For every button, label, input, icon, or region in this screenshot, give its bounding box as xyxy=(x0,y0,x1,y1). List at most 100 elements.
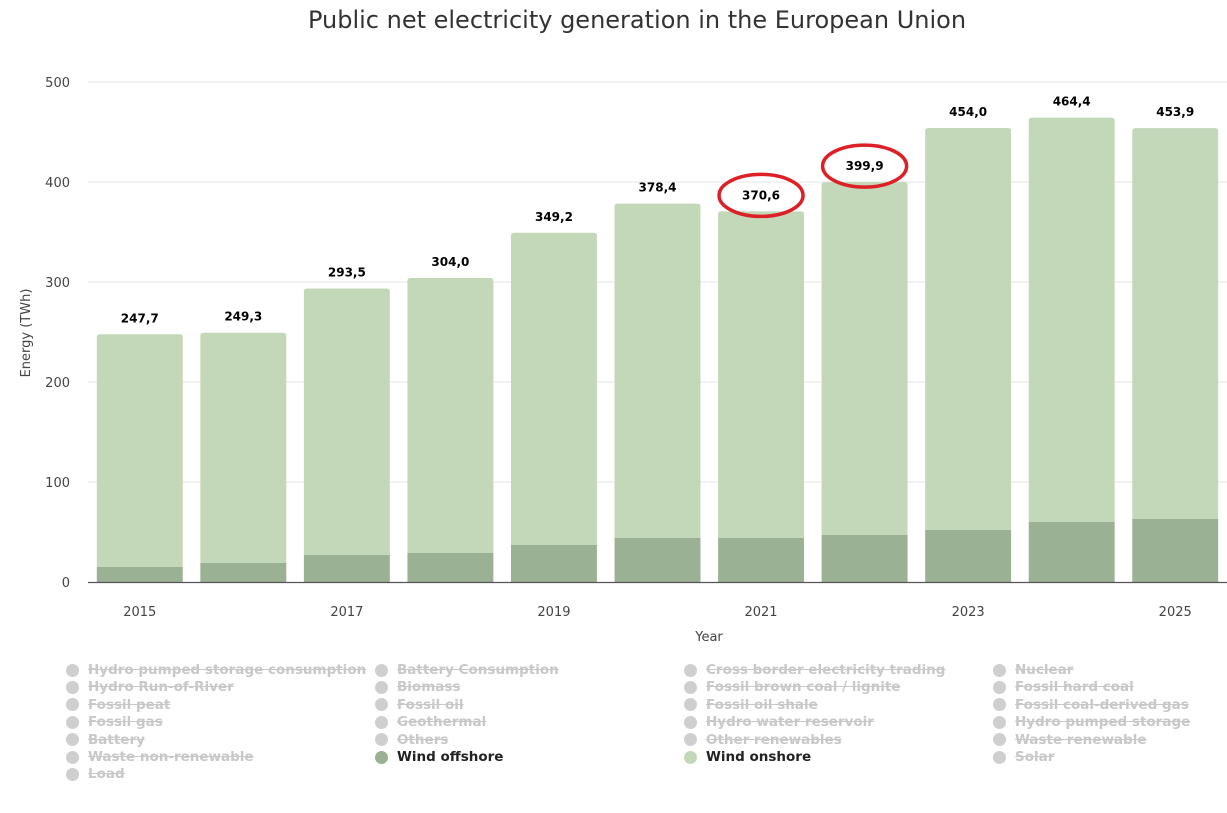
bar-wind-offshore-2020[interactable] xyxy=(614,538,701,582)
x-tick-label: 2015 xyxy=(123,605,156,620)
x-tick-label: 2017 xyxy=(330,605,363,620)
legend-item-fossil-coal-derived-gas[interactable]: Fossil coal-derived gas xyxy=(993,697,1189,713)
legend-marker-icon xyxy=(993,663,1006,677)
legend-item-hydro-pumped-storage[interactable]: Hydro pumped storage xyxy=(993,714,1190,730)
total-label-2016: 249,3 xyxy=(224,310,262,324)
y-axis-ticks: 0 100 200 300 400 500 xyxy=(45,76,70,591)
bar-wind-onshore-2019[interactable] xyxy=(510,232,597,546)
legend-marker-icon xyxy=(66,680,79,694)
bar-wind-offshore-2024[interactable] xyxy=(1028,522,1115,582)
legend-item-other-renewables[interactable]: Other renewables xyxy=(684,732,842,748)
chart-title: Public net electricity generation in the… xyxy=(307,6,967,34)
bar-wind-onshore-2017[interactable] xyxy=(303,288,390,556)
highlight-circle-2021 xyxy=(717,172,805,219)
legend-item-biomass[interactable]: Biomass xyxy=(375,679,460,695)
y-axis-title: Energy (TWh) xyxy=(19,289,34,378)
bar-wind-offshore-2017[interactable] xyxy=(303,555,390,582)
legend-item-wind-offshore[interactable]: Wind offshore xyxy=(375,749,503,765)
legend-marker-icon xyxy=(684,698,697,712)
legend-marker-icon xyxy=(684,715,697,729)
legend-item-nuclear[interactable]: Nuclear xyxy=(993,662,1073,678)
bar-wind-offshore-2023[interactable] xyxy=(925,530,1012,582)
data-labels: 247,7 249,3 293,5 304,0 349,2 378,4 370,6 399,9… xyxy=(121,95,1194,326)
legend-label: Fossil brown coal / lignite xyxy=(706,679,901,696)
legend-marker-icon xyxy=(375,698,388,712)
legend-label: Wind onshore xyxy=(706,749,812,765)
highlight-annotations xyxy=(717,143,909,219)
bars xyxy=(96,117,1219,582)
legend-item-hydro-pumped-storage-consumption[interactable]: Hydro pumped storage consumption xyxy=(66,662,366,678)
legend-item-others[interactable]: Others xyxy=(375,732,448,748)
bar-wind-offshore-2021[interactable] xyxy=(718,538,805,582)
legend-item-cross-border-electricity-trading[interactable]: Cross border electricity trading xyxy=(684,662,945,678)
y-tick-label: 300 xyxy=(45,276,70,291)
bar-wind-onshore-2021[interactable] xyxy=(718,211,805,538)
bar-wind-offshore-2018[interactable] xyxy=(407,553,494,582)
bar-wind-onshore-2016[interactable] xyxy=(200,332,287,563)
total-label-2018: 304,0 xyxy=(431,255,469,269)
bar-wind-onshore-2022[interactable] xyxy=(821,182,908,535)
bar-wind-onshore-2023[interactable] xyxy=(925,128,1012,530)
legend-item-fossil-hard-coal[interactable]: Fossil hard coal xyxy=(993,679,1134,695)
bar-wind-offshore-2015[interactable] xyxy=(96,567,183,582)
legend-item-fossil-oil[interactable]: Fossil oil xyxy=(375,697,464,713)
bar-wind-onshore-2018[interactable] xyxy=(407,278,494,553)
legend-label: Hydro pumped storage xyxy=(1015,714,1191,731)
legend-item-fossil-peat[interactable]: Fossil peat xyxy=(66,697,170,713)
legend-label: Wind offshore xyxy=(397,749,504,765)
legend-item-hydro-run-of-river[interactable]: Hydro Run-of-River xyxy=(66,679,234,695)
legend-marker-icon xyxy=(66,750,79,764)
legend-marker-icon xyxy=(993,715,1006,729)
legend-item-fossil-gas[interactable]: Fossil gas xyxy=(66,714,163,730)
legend-marker-icon xyxy=(66,663,79,677)
x-tick-label: 2021 xyxy=(744,605,777,620)
legend-item-fossil-brown-coal-lignite[interactable]: Fossil brown coal / lignite xyxy=(684,679,900,695)
highlight-circle-2022 xyxy=(820,143,909,189)
legend-marker-icon xyxy=(684,750,697,764)
total-label-2019: 349,2 xyxy=(535,210,573,224)
legend-label: Hydro water reservoir xyxy=(706,714,874,731)
legend-item-waste-renewable[interactable]: Waste renewable xyxy=(993,732,1146,748)
legend-item-battery-consumption[interactable]: Battery Consumption xyxy=(375,662,559,678)
legend-item-hydro-water-reservoir[interactable]: Hydro water reservoir xyxy=(684,714,874,730)
legend-label: Waste renewable xyxy=(1015,731,1147,748)
legend-label: Fossil coal-derived gas xyxy=(1015,696,1189,713)
total-label-2017: 293,5 xyxy=(328,266,366,280)
legend-item-wind-onshore[interactable]: Wind onshore xyxy=(684,749,811,765)
legend-marker-icon xyxy=(375,750,388,764)
legend-label: Hydro Run-of-River xyxy=(88,679,234,696)
legend-marker-icon xyxy=(684,663,697,677)
legend-item-waste-non-renewable[interactable]: Waste non-renewable xyxy=(66,749,254,765)
legend-marker-icon xyxy=(993,733,1006,747)
legend-item-load[interactable]: Load xyxy=(66,766,125,782)
bar-wind-offshore-2025[interactable] xyxy=(1132,519,1219,582)
bar-wind-onshore-2020[interactable] xyxy=(614,203,701,538)
legend-item-fossil-oil-shale[interactable]: Fossil oil shale xyxy=(684,697,818,713)
bar-wind-offshore-2022[interactable] xyxy=(821,535,908,582)
legend-marker-icon xyxy=(375,733,388,747)
total-label-2020: 378,4 xyxy=(639,181,677,195)
legend-item-solar[interactable]: Solar xyxy=(993,749,1054,765)
total-label-2024: 464,4 xyxy=(1053,95,1091,109)
chart-plot: 0 100 200 300 400 500 247,7 249,3 293,5 304,0 349… xyxy=(19,76,1227,645)
bar-wind-onshore-2024[interactable] xyxy=(1028,117,1115,522)
legend-label: Hydro pumped storage consumption xyxy=(88,662,367,678)
legend-label: Solar xyxy=(1015,749,1055,765)
legend-item-geothermal[interactable]: Geothermal xyxy=(375,714,486,730)
bar-wind-onshore-2015[interactable] xyxy=(96,334,183,567)
legend-item-battery[interactable]: Battery xyxy=(66,732,145,748)
bar-wind-onshore-2025[interactable] xyxy=(1132,128,1219,519)
legend-marker-icon xyxy=(66,733,79,747)
x-axis-title: Year xyxy=(694,630,723,645)
legend-marker-icon xyxy=(66,715,79,729)
legend-label: Fossil oil xyxy=(397,696,464,713)
legend-marker-icon xyxy=(66,698,79,712)
legend-marker-icon xyxy=(684,733,697,747)
bar-wind-offshore-2016[interactable] xyxy=(200,563,287,582)
legend-label: Cross border electricity trading xyxy=(706,662,946,678)
bar-wind-offshore-2019[interactable] xyxy=(510,545,597,582)
legend-label: Fossil hard coal xyxy=(1015,679,1134,696)
legend-label: Geothermal xyxy=(397,714,487,731)
total-label-2021: 370,6 xyxy=(742,188,780,202)
y-tick-label: 400 xyxy=(45,176,70,191)
